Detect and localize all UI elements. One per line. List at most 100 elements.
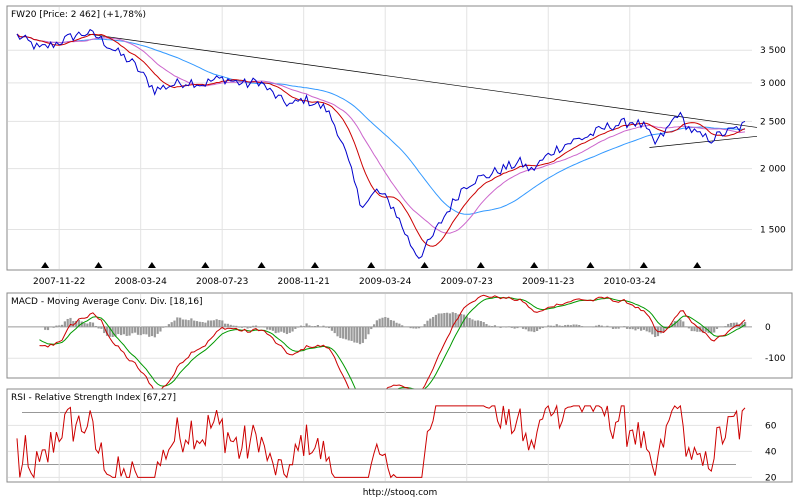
macd-histogram-bar [634, 326, 637, 331]
macd-histogram-bar [63, 321, 66, 327]
macd-histogram-bar [134, 326, 137, 333]
rsi-panel-title: RSI - Relative Strength Index [67,27] [11, 393, 176, 403]
macd-histogram-bar [679, 319, 682, 327]
x-tick-labels: 2007-11-22 2008-03-24 2008-07-23 2008-11-21… [33, 277, 656, 287]
macd-y-tick-label: -100 [765, 354, 786, 364]
macd-histogram-bar [60, 324, 64, 327]
macd-histogram-bar [235, 325, 238, 327]
macd-histogram-bar [232, 325, 235, 327]
macd-histogram-bar [313, 326, 317, 327]
event-marker [476, 262, 485, 268]
macd-histogram-bar [378, 318, 381, 327]
macd-histogram-bar [367, 326, 370, 335]
macd-histogram-bar [52, 326, 55, 328]
macd-histogram-bar [55, 325, 58, 327]
macd-histogram-bar [645, 326, 648, 332]
macd-histogram-bar [659, 326, 662, 334]
event-marker [639, 262, 648, 268]
macd-histogram-bar [283, 326, 286, 333]
macd-histogram-bar [479, 321, 482, 327]
macd-histogram-bar [457, 314, 460, 327]
macd-histogram-bar [114, 326, 117, 337]
macd-histogram-bar [451, 312, 454, 327]
macd-y-tick-label: 0 [765, 323, 771, 333]
macd-histogram-bar [198, 321, 201, 327]
macd-histogram-bar [724, 326, 727, 327]
rsi-y-tick-labels: 60 40 20 [765, 421, 777, 483]
macd-histogram-bar [476, 320, 480, 327]
macd-histogram-bar [555, 324, 558, 327]
macd-histogram-bar [204, 322, 207, 327]
x-tick-label: 2009-03-24 [359, 277, 412, 287]
macd-histogram-bar [139, 326, 142, 336]
macd-histogram-bar [131, 326, 134, 334]
macd-histogram-bar [640, 326, 643, 331]
macd-histogram-bar [426, 320, 429, 327]
macd-histogram-bar [375, 320, 378, 327]
rsi-y-tick-label: 40 [765, 447, 777, 457]
macd-histogram-bar [401, 325, 404, 327]
macd-histogram-bar [417, 326, 421, 329]
macd-histogram-bar [75, 320, 78, 327]
descending-trendline [87, 33, 758, 128]
price-y-tick-label: 3 000 [760, 79, 786, 89]
macd-histogram-bar [387, 317, 390, 327]
macd-histogram-bar [103, 326, 106, 334]
macd-histogram-bar [471, 319, 474, 327]
macd-histogram-bar [578, 324, 581, 327]
rsi-series-group [16, 403, 746, 479]
macd-histogram-bar [86, 323, 89, 327]
macd-histogram-bar [238, 326, 241, 328]
macd-histogram-bar [682, 321, 685, 327]
macd-histogram-bar [336, 326, 339, 337]
macd-histogram-bar [274, 326, 277, 334]
macd-histogram-bar [628, 326, 631, 330]
macd-histogram-bar [316, 324, 319, 327]
macd-histogram-bar [488, 325, 491, 327]
rsi-panel-frame [6, 388, 793, 483]
macd-histogram-bar [94, 325, 97, 327]
ascending-trendline [649, 135, 758, 148]
macd-histogram-bar [201, 322, 204, 327]
price-y-tick-label: 1 500 [760, 225, 786, 235]
macd-histogram-bar [392, 320, 395, 327]
macd-histogram-bar [252, 325, 255, 327]
macd-histogram-bar [69, 317, 72, 327]
macd-histogram-bar [432, 316, 435, 327]
macd-histogram-bar [572, 324, 575, 327]
macd-histogram-bar [715, 326, 719, 329]
macd-histogram-bar [190, 318, 193, 327]
macd-histogram-bar [713, 326, 716, 333]
rsi-y-tick-label: 20 [765, 473, 777, 483]
price-y-tick-label: 3 500 [760, 46, 786, 56]
macd-histogram-bar [108, 326, 111, 337]
macd-histogram-bar [122, 326, 126, 335]
macd-histogram-bar [606, 325, 609, 327]
macd-histogram-bar [120, 326, 123, 336]
macd-histogram-bar [566, 324, 570, 327]
price-gridlines [8, 7, 752, 269]
macd-histogram-bar [117, 326, 120, 335]
x-tick-label: 2009-07-23 [441, 277, 493, 287]
macd-histogram-bar [347, 326, 350, 341]
rsi-gridlines [8, 390, 752, 481]
macd-histogram-bar [434, 314, 438, 327]
macd-histogram-bar [170, 322, 173, 327]
price-panel-title: FW20 [Price: 2 462] (+1,78%) [11, 10, 146, 20]
macd-histogram-bar [372, 324, 376, 327]
macd-histogram-bar [446, 312, 449, 327]
macd-histogram-bar [212, 320, 215, 327]
event-marker [201, 262, 210, 268]
macd-histogram-bar [482, 322, 485, 327]
price-panel-frame [6, 5, 793, 271]
macd-histogram-bar [521, 326, 525, 329]
macd-histogram-bar [429, 318, 432, 327]
macd-histogram-bar [209, 320, 213, 327]
macd-histogram-bar [631, 326, 634, 330]
macd-histogram-bar [654, 326, 657, 338]
event-marker [94, 262, 103, 268]
macd-histogram-bar [412, 326, 415, 329]
macd-histogram-bar [66, 318, 69, 327]
macd-histogram-bar [454, 313, 457, 327]
